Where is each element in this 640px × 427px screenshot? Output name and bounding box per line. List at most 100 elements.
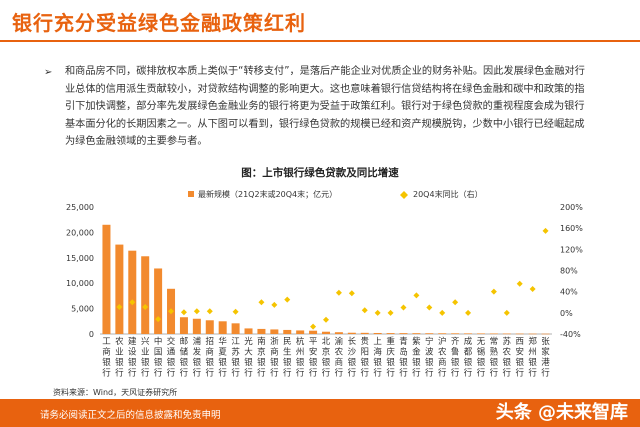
x-tick-label: 岛 [399, 347, 408, 358]
x-tick-label: 银 [528, 357, 537, 368]
x-tick-label: 业 [115, 347, 124, 358]
growth-point [503, 309, 510, 316]
bar [154, 268, 163, 334]
x-tick-label: 银 [477, 357, 486, 368]
x-tick-label: 成 [464, 336, 473, 347]
growth-point [168, 308, 175, 315]
green-loan-chart: 最新规模（21Q2末或20Q4末；亿元） 20Q4末同比（右） 0 5,000 10,0… [66, 189, 583, 379]
legend-diamond-label: 20Q4末同比（右） [413, 189, 483, 199]
x-tick-label: 银 [386, 357, 395, 368]
x-tick-label: 庆 [386, 347, 395, 358]
bar [334, 332, 343, 334]
bar [425, 333, 434, 334]
x-tick-label: 南 [257, 336, 266, 347]
x-tick-label: 行 [541, 368, 550, 379]
growth-point [413, 292, 420, 299]
x-tick-label: 州 [528, 348, 537, 358]
x-tick-label: 银 [309, 357, 318, 368]
x-tick-label: 行 [270, 368, 279, 379]
x-tick-label: 商 [206, 347, 215, 358]
bar [309, 330, 318, 334]
x-tick-label: 齐 [451, 336, 460, 347]
growth-point [129, 299, 136, 306]
growth-point [348, 290, 355, 297]
bullet-icon: ➢ [44, 67, 53, 78]
x-tick-label: 波 [425, 347, 434, 358]
bar [244, 328, 253, 334]
bar [502, 333, 511, 335]
y-right-tick-label: 0% [560, 309, 573, 318]
growth-point [232, 308, 239, 315]
growth-point [323, 316, 329, 323]
x-tick-label: 银 [322, 357, 331, 368]
x-tick-label: 银 [490, 357, 499, 368]
watermark-text: 头条 @未来智库 [495, 402, 628, 423]
x-tick-label: 张 [541, 337, 550, 347]
x-tick-label: 光 [244, 336, 253, 347]
x-tick-label: 沙 [348, 348, 357, 358]
x-tick-label: 行 [296, 368, 305, 379]
x-tick-label: 渝 [335, 336, 344, 347]
x-tick-label: 行 [528, 368, 537, 379]
x-tick-label: 大 [244, 347, 253, 358]
y-right-tick-label: 160% [560, 224, 583, 233]
bar [270, 329, 279, 334]
bar [360, 332, 369, 334]
x-tick-label: 银 [141, 357, 150, 368]
x-tick-label: 商 [270, 347, 279, 358]
x-tick-label: 行 [399, 368, 408, 379]
x-tick-label: 北 [322, 337, 331, 347]
growth-point [335, 289, 342, 296]
x-tick-label: 银 [503, 357, 512, 368]
y-left-tick-label: 25,000 [66, 203, 94, 212]
bar [192, 318, 201, 334]
x-tick-label: 上 [373, 337, 382, 347]
x-tick-label: 银 [154, 357, 163, 368]
x-tick-label: 江 [231, 337, 240, 347]
x-tick-label: 港 [541, 357, 550, 368]
x-tick-label: 行 [335, 368, 344, 379]
x-tick-label: 银 [193, 357, 202, 368]
x-tick-label: 行 [218, 368, 227, 379]
growth-point [400, 304, 407, 311]
x-tick-label: 商 [102, 347, 111, 358]
x-tick-label: 农 [115, 336, 124, 347]
bar [321, 331, 331, 334]
bar [451, 333, 460, 334]
growth-point [374, 309, 381, 316]
x-tick-label: 都 [464, 348, 473, 358]
growth-point [271, 301, 278, 308]
x-tick-label: 银 [425, 357, 434, 368]
growth-point [284, 296, 291, 303]
x-tick-label: 行 [503, 368, 512, 379]
x-tick-label: 紫 [412, 337, 421, 347]
bar [231, 323, 240, 334]
bar [257, 328, 266, 334]
x-tick-label: 阳 [360, 348, 369, 358]
x-tick-label: 兴 [141, 337, 150, 347]
x-tick-label: 行 [283, 368, 292, 379]
y-left-tick-label: 0 [89, 330, 94, 339]
y-left-tick-label: 15,000 [66, 254, 94, 263]
x-tick-label: 民 [283, 337, 292, 347]
growth-point [542, 227, 549, 234]
bar [464, 333, 473, 334]
y-right-tick-label: 120% [560, 245, 583, 254]
x-tick-label: 业 [141, 347, 150, 358]
x-tick-label: 京 [322, 347, 331, 358]
disclaimer-text: 请务必阅读正文之后的信息披露和免责申明 [40, 410, 221, 421]
growth-point [142, 304, 149, 311]
x-tick-label: 行 [477, 368, 486, 379]
growth-point [361, 307, 368, 314]
growth-point [116, 304, 123, 311]
x-tick-label: 家 [541, 347, 550, 358]
x-tick-label: 银 [451, 357, 460, 368]
x-tick-label: 青 [399, 336, 408, 347]
x-tick-label: 苏 [503, 336, 512, 347]
x-tick-label: 行 [206, 368, 215, 379]
x-tick-label: 京 [257, 347, 266, 358]
growth-point [439, 309, 446, 316]
growth-point [452, 299, 459, 306]
x-tick-label: 行 [360, 368, 369, 379]
y-right-tick-label: 200% [560, 203, 583, 212]
